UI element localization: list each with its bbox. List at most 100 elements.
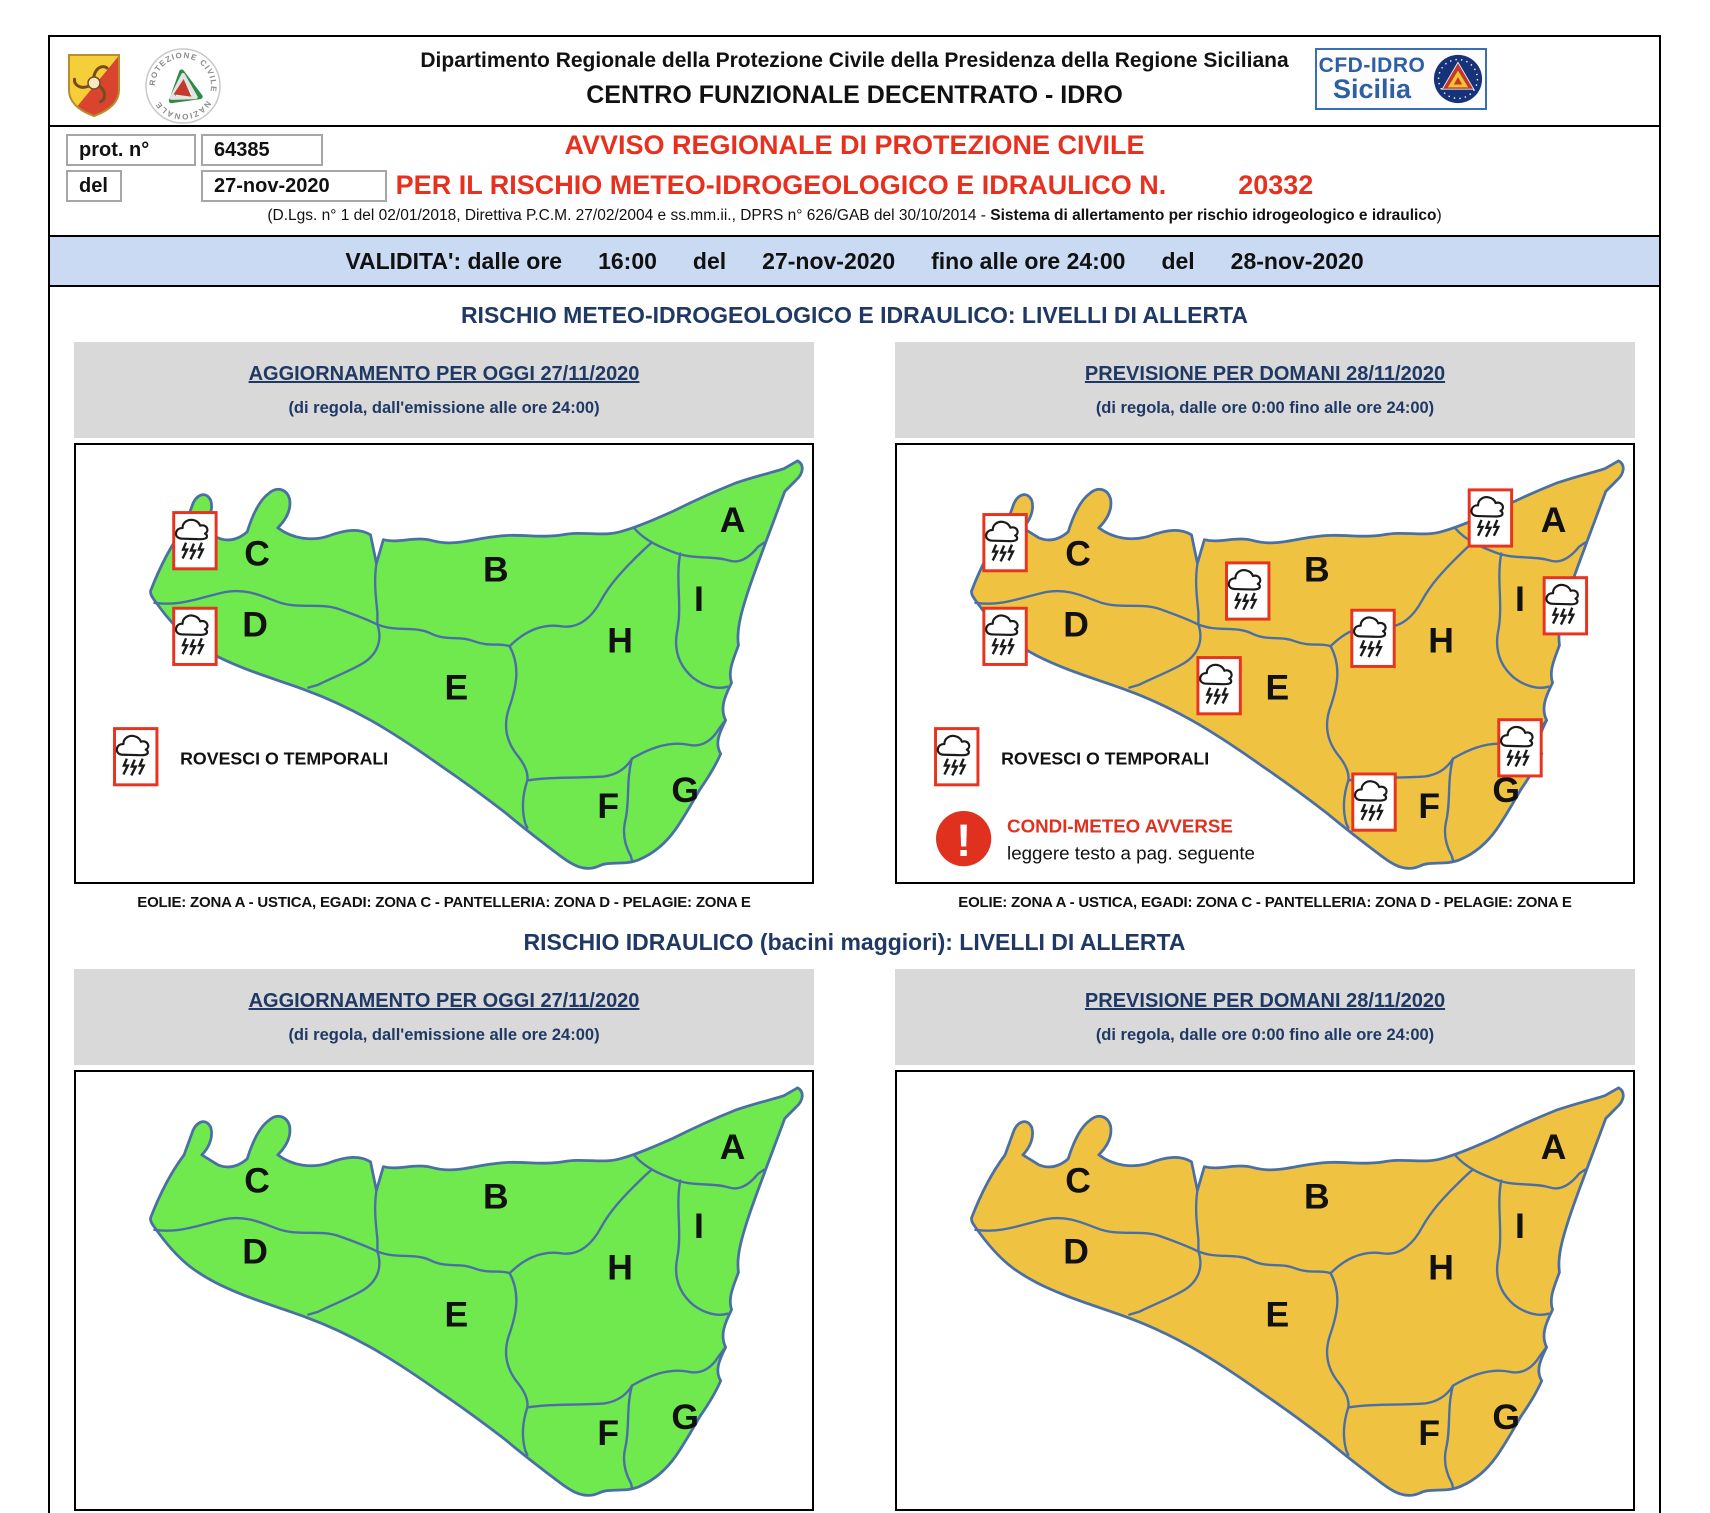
validity-segment: fino alle ore 24:00 — [931, 247, 1126, 274]
zone-label-E: E — [1265, 668, 1289, 708]
zone-label-E: E — [1265, 1295, 1289, 1335]
zone-border — [1197, 623, 1332, 648]
validity-bar: VALIDITA': dalle ore 16:00 del 27-nov-2020 f… — [50, 235, 1659, 287]
zone-label-D: D — [242, 1232, 268, 1272]
zone-label-C: C — [244, 1161, 270, 1201]
zone-border — [1329, 1168, 1474, 1275]
zone-border — [1495, 552, 1550, 689]
notice-title-line1: AVVISO REGIONALE DI PROTEZIONE CIVILE — [564, 130, 1145, 160]
zone-border — [1325, 645, 1350, 782]
zone-label-G: G — [1492, 1397, 1520, 1437]
zone-border — [521, 1406, 529, 1456]
column-header-bar: PREVISIONE PER DOMANI 28/11/2020 (di reg… — [895, 969, 1635, 1065]
validity-segment: VALIDITA': dalle ore — [345, 247, 563, 274]
zone-border — [622, 1384, 634, 1489]
warning-exclamation-icon: ! — [936, 810, 992, 867]
zone-border — [373, 1189, 379, 1253]
zone-border — [153, 1216, 379, 1253]
zone-border — [1197, 1250, 1332, 1275]
zone-label-C: C — [1065, 534, 1091, 574]
islands-caption: EOLIE: ZONA A - USTICA, EGADI: ZONA C - … — [137, 894, 751, 911]
zone-border — [622, 757, 634, 862]
department-title: Dipartimento Regionale della Protezione … — [420, 49, 1289, 72]
center-title: CENTRO FUNZIONALE DECENTRATO - IDRO — [586, 81, 1123, 109]
zone-label-A: A — [720, 1127, 746, 1167]
column-previsione-idraulico: PREVISIONE PER DOMANI 28/11/2020 (di reg… — [895, 969, 1635, 1511]
section-title-meteo: RISCHIO METEO-IDROGEOLOGICO E IDRAULICO:… — [460, 302, 1249, 328]
cfd-logo-line2: Sicilia — [1332, 73, 1412, 104]
zone-label-I: I — [694, 1206, 704, 1246]
storm-icon — [172, 606, 218, 666]
zone-label-C: C — [1065, 1161, 1091, 1201]
legal-reference: (D.Lgs. n° 1 del 02/01/2018, Direttiva P… — [267, 207, 1442, 224]
zone-border — [1347, 1384, 1455, 1409]
storm-icon — [1497, 718, 1543, 778]
protocol-number: 64385 — [201, 134, 323, 166]
sicily-shield-icon — [68, 54, 120, 118]
zone-border — [1128, 623, 1202, 689]
zone-border — [521, 779, 529, 829]
column-previsione-meteo: PREVISIONE PER DOMANI 28/11/2020 (di reg… — [895, 342, 1635, 913]
protocol-label: prot. n° — [66, 134, 196, 166]
validity-segment: 28-nov-2020 — [1230, 247, 1364, 274]
notice-title-line2: PER IL RISCHIO METEO-IDROGEOLOGICO E IDR… — [395, 170, 1314, 200]
zone-border — [307, 623, 381, 689]
notice-number: 20332 — [1238, 170, 1314, 200]
column-header-bar: AGGIORNAMENTO PER OGGI 27/11/2020 (di re… — [74, 969, 814, 1065]
zone-label-G: G — [671, 770, 699, 810]
storm-icon — [1225, 561, 1271, 621]
zone-border — [376, 623, 511, 648]
cfd-logo-line1: CFD-IDRO — [1318, 53, 1426, 77]
zone-label-H: H — [1428, 1247, 1454, 1287]
column-subheader: (di regola, dall'emissione alle ore 24:0… — [288, 1025, 600, 1044]
zone-label-G: G — [671, 1397, 699, 1437]
zone-label-F: F — [1418, 1413, 1440, 1453]
zone-border — [1495, 1179, 1550, 1316]
sicily-island — [970, 459, 1625, 870]
condi-meteo-title: CONDI-METEO AVVERSE — [1007, 816, 1233, 837]
document-frame: PROTEZIONE CIVILE NAZIONALE Dipartimento… — [48, 35, 1661, 1513]
zone-border — [1443, 757, 1455, 862]
section-title-idraulico: RISCHIO IDRAULICO (bacini maggiori): LIV… — [523, 929, 1186, 955]
zone-label-B: B — [1304, 549, 1330, 589]
zone-label-F: F — [597, 786, 619, 826]
column-header: AGGIORNAMENTO PER OGGI 27/11/2020 — [248, 362, 640, 385]
legend-label: ROVESCI O TEMPORALI — [180, 749, 388, 769]
zone-label-E: E — [444, 1295, 468, 1335]
zone-border — [307, 1250, 381, 1316]
cfd-emblem-icon — [1434, 54, 1483, 104]
zone-border — [974, 589, 1200, 626]
column-subheader: (di regola, dalle ore 0:00 fino alle ore… — [1095, 398, 1435, 417]
storm-icon — [172, 511, 218, 571]
validity-segment: del — [1161, 247, 1195, 274]
zone-label-H: H — [1428, 620, 1454, 660]
column-header-bar: AGGIORNAMENTO PER OGGI 27/11/2020 (di re… — [74, 342, 814, 438]
zone-label-D: D — [242, 605, 268, 645]
protocol-table: prot. n° 64385 del 27-nov-2020 — [66, 134, 387, 202]
storm-icon — [982, 513, 1028, 573]
column-aggiornamento-meteo: AGGIORNAMENTO PER OGGI 27/11/2020 (di re… — [74, 342, 814, 913]
zone-label-F: F — [1418, 786, 1440, 826]
document-header: PROTEZIONE CIVILE NAZIONALE Dipartimento… — [50, 37, 1659, 127]
protezione-civile-logo-icon: PROTEZIONE CIVILE NAZIONALE — [144, 47, 221, 124]
zone-border — [153, 589, 379, 626]
column-aggiornamento-idraulico: AGGIORNAMENTO PER OGGI 27/11/2020 (di re… — [74, 969, 814, 1511]
protocol-date: 27-nov-2020 — [201, 170, 387, 202]
cfd-idro-logo: CFD-IDRO Sicilia — [1315, 48, 1487, 110]
zone-label-C: C — [244, 534, 270, 574]
zone-border — [974, 1216, 1200, 1253]
header-logos: PROTEZIONE CIVILE NAZIONALE — [66, 47, 222, 125]
legend-label: ROVESCI O TEMPORALI — [1001, 749, 1209, 769]
validity-segment: 27-nov-2020 — [762, 247, 896, 274]
storm-icon — [934, 727, 980, 787]
zone-border — [508, 1168, 653, 1275]
sicily-island — [970, 1086, 1625, 1497]
column-header: AGGIORNAMENTO PER OGGI 27/11/2020 — [248, 989, 640, 1012]
zone-border — [1453, 1153, 1587, 1190]
